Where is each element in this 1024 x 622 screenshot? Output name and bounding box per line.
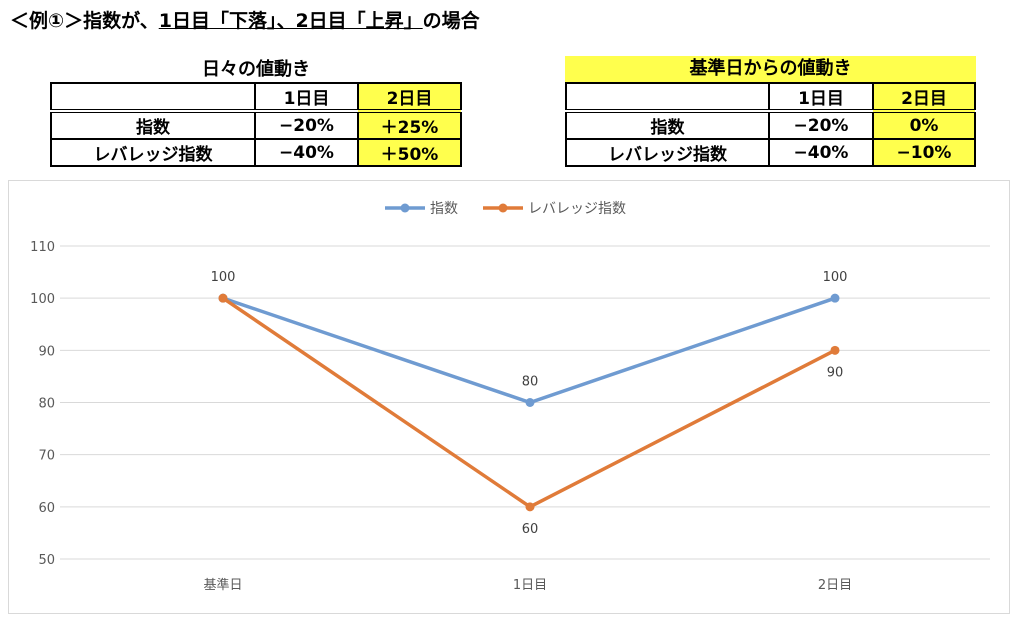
row-label: 指数 xyxy=(50,110,256,140)
y-tick-label: 70 xyxy=(38,449,55,464)
data-label: 100 xyxy=(823,270,848,285)
legend-label: レバレッジ指数 xyxy=(528,201,626,217)
header-cell: 1日目 xyxy=(254,82,359,113)
legend-marker xyxy=(400,203,410,213)
y-tick-label: 50 xyxy=(38,553,55,568)
legend-marker xyxy=(498,203,508,213)
y-tick-label: 110 xyxy=(30,240,55,255)
data-point xyxy=(830,293,840,303)
row-label: 指数 xyxy=(565,110,770,140)
data-point xyxy=(525,398,535,407)
data-point xyxy=(830,345,840,355)
daily-table-caption: 日々の値動き xyxy=(202,59,310,80)
base-table: 1日目 2日目 指数 −20% 0% レバレッジ指数 −40% −10% xyxy=(565,82,976,167)
cell: −20% xyxy=(254,110,359,140)
x-tick-label: 1日目 xyxy=(513,578,547,593)
cell: 0% xyxy=(872,110,976,140)
cell: −10% xyxy=(872,138,976,167)
data-label: 90 xyxy=(827,365,844,380)
x-tick-label: 基準日 xyxy=(203,577,242,593)
title-prefix: ＜例①＞指数が、 xyxy=(10,10,159,32)
page-title: ＜例①＞指数が、1日目「下落」、2日目「上昇」の場合 xyxy=(10,6,480,33)
y-tick-label: 80 xyxy=(38,397,55,412)
legend-label: 指数 xyxy=(430,201,458,217)
row-label: レバレッジ指数 xyxy=(565,138,770,167)
y-tick-label: 100 xyxy=(30,292,55,307)
cell: ＋50% xyxy=(357,138,462,167)
data-label: 60 xyxy=(522,522,539,537)
header-cell: 2日目 xyxy=(872,82,976,113)
cell: ＋25% xyxy=(357,110,462,140)
header-cell: 1日目 xyxy=(768,82,874,113)
row-label: レバレッジ指数 xyxy=(50,138,256,167)
data-point xyxy=(525,502,535,512)
header-cell: 2日目 xyxy=(357,82,462,113)
daily-table: 1日目 2日目 指数 −20% ＋25% レバレッジ指数 −40% ＋50% xyxy=(50,82,462,167)
cell: −20% xyxy=(768,110,874,140)
header-cell xyxy=(565,82,770,113)
header-cell xyxy=(50,82,256,113)
base-table-caption: 基準日からの値動き xyxy=(565,56,976,82)
title-underlined: 1日目「下落」、2日目「上昇」 xyxy=(158,10,423,32)
data-label: 80 xyxy=(522,375,539,390)
y-tick-label: 90 xyxy=(38,344,55,359)
cell: −40% xyxy=(768,138,874,167)
data-label: 100 xyxy=(211,270,236,285)
line-chart xyxy=(8,180,1010,614)
cell: −40% xyxy=(254,138,359,167)
title-suffix: の場合 xyxy=(422,10,480,32)
data-point xyxy=(218,293,228,303)
x-tick-label: 2日目 xyxy=(818,578,852,593)
y-tick-label: 60 xyxy=(38,501,55,516)
